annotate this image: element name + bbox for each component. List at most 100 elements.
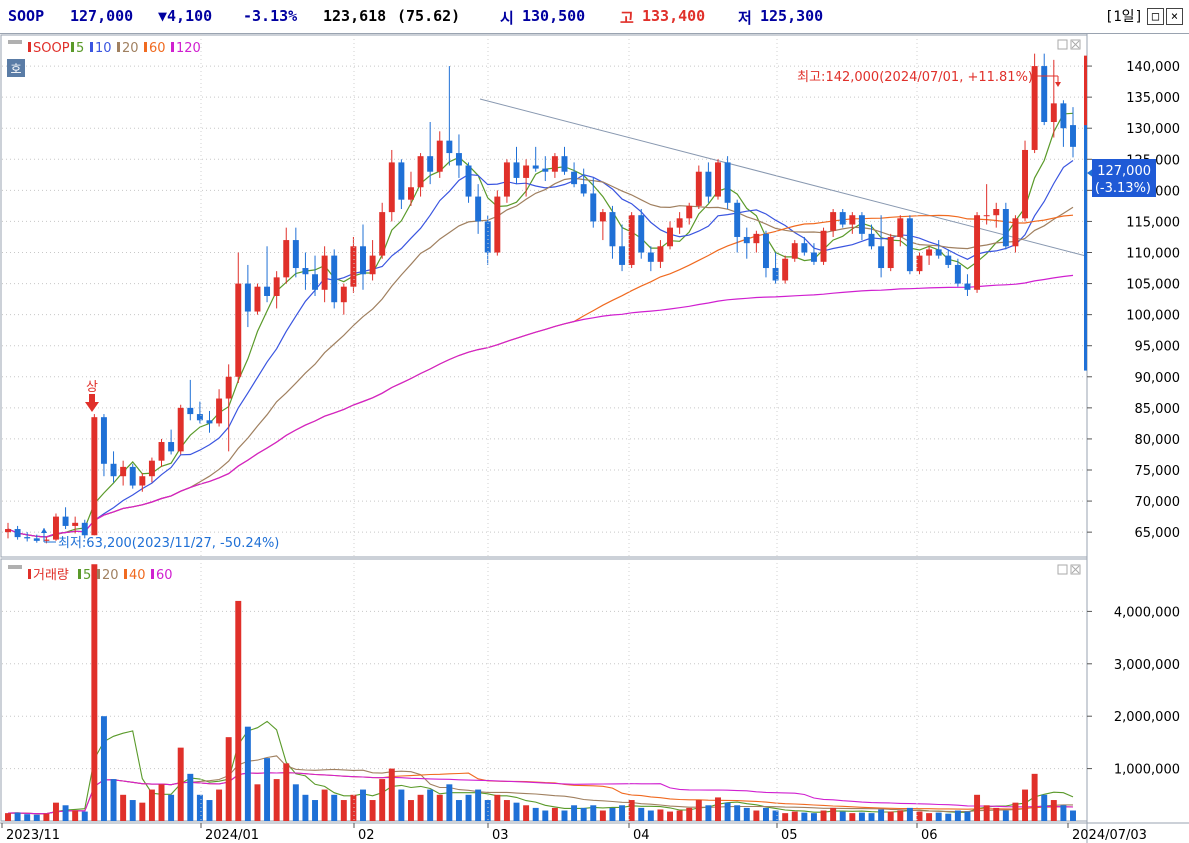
candle-body xyxy=(897,218,904,237)
volume-bar xyxy=(657,809,664,821)
volume-bar xyxy=(196,794,203,821)
volume-bar xyxy=(331,794,338,821)
candle-body xyxy=(782,258,789,281)
price-tick-label: 130,000 xyxy=(1126,122,1180,137)
volume-bar xyxy=(772,810,779,821)
candle-body xyxy=(801,243,808,253)
candle-body xyxy=(465,165,472,197)
volume-bar xyxy=(1070,810,1076,821)
open-price: 130,500 xyxy=(522,7,586,25)
volume-bar xyxy=(810,813,817,821)
volume-bar xyxy=(72,810,79,821)
volume-bar xyxy=(5,813,11,821)
close-icon[interactable]: × xyxy=(1166,7,1183,25)
volume-bar xyxy=(302,794,309,821)
candle-body xyxy=(551,156,558,172)
current-price-tag-value: 127,000 xyxy=(1097,164,1151,179)
volume-bar xyxy=(81,811,88,821)
volume-panel-close-icon[interactable] xyxy=(1070,564,1081,575)
candle-body xyxy=(1022,149,1029,219)
volume-bar xyxy=(379,779,386,821)
candle-body xyxy=(791,243,798,259)
volume-panel-restore-icon[interactable] xyxy=(1057,564,1068,575)
high-label: 고 xyxy=(620,9,634,27)
low-price: 125,300 xyxy=(760,7,824,25)
volume-bar xyxy=(1050,800,1057,821)
candle-body xyxy=(1070,125,1076,147)
candle-body xyxy=(360,246,366,275)
volume-moving-averages xyxy=(7,720,1074,815)
candle-body xyxy=(839,212,846,225)
volume-bar xyxy=(52,802,59,821)
candle-body xyxy=(695,171,702,206)
candle-body xyxy=(139,476,146,486)
high-price: 133,400 xyxy=(642,7,706,25)
restore-icon[interactable]: □ xyxy=(1147,7,1164,25)
volume-ratio: (75.62) xyxy=(397,7,461,25)
candle-body xyxy=(43,539,50,541)
candle-body xyxy=(273,277,280,296)
high-annotation-arrow-icon xyxy=(1036,75,1061,87)
volume-bar xyxy=(1002,810,1009,821)
volume-bar xyxy=(139,802,146,821)
legend-swatch xyxy=(71,42,74,52)
candle-body xyxy=(590,193,597,222)
panel-restore-icon[interactable] xyxy=(1057,39,1068,50)
volume-bar xyxy=(916,811,923,821)
volume-bar xyxy=(878,809,885,821)
low-label: 저 xyxy=(738,9,752,27)
volume-bar xyxy=(561,810,568,821)
volume-bar xyxy=(91,564,98,821)
candle-body xyxy=(887,236,894,269)
volume-bar xyxy=(715,797,721,821)
price-tick-label: 115,000 xyxy=(1126,215,1180,230)
candle-body xyxy=(954,264,961,284)
volume-bar xyxy=(1022,789,1029,821)
volume-bar xyxy=(1041,794,1048,821)
volume-legend: 거래량 5 20 40 60 xyxy=(28,568,173,583)
candle-body xyxy=(321,255,328,290)
price-moving-averages xyxy=(7,112,1074,538)
candle-body xyxy=(158,442,165,461)
ma-120-line xyxy=(7,274,1074,538)
volume-bar xyxy=(974,794,981,821)
volume-bar xyxy=(148,789,155,821)
candle-body xyxy=(168,442,175,452)
date-label: 2024/07/03 xyxy=(1072,828,1147,843)
candle-body xyxy=(1041,66,1048,122)
volume-bar xyxy=(62,805,69,821)
volume-bar xyxy=(667,811,674,821)
legend-label: 60 xyxy=(156,568,173,583)
candle-body xyxy=(312,274,319,290)
panel-close-icon[interactable] xyxy=(1070,39,1081,50)
volume-bar xyxy=(14,812,21,821)
candle-body xyxy=(436,140,443,172)
volume-bar xyxy=(33,814,40,821)
volume-bar xyxy=(455,800,462,821)
legend-swatch xyxy=(97,569,100,579)
volume-bar xyxy=(782,813,789,821)
volume-bar xyxy=(225,737,232,821)
price-tick-label: 80,000 xyxy=(1135,433,1181,448)
volume-panel-handle-icon[interactable] xyxy=(8,565,22,569)
legend-label: 40 xyxy=(129,568,146,583)
period-selector[interactable]: [1일] xyxy=(1104,9,1143,25)
price-tick-label: 140,000 xyxy=(1126,60,1180,75)
volume-bar xyxy=(503,800,510,821)
volume-bar xyxy=(446,784,453,821)
candle-body xyxy=(24,537,31,539)
candle-body xyxy=(964,283,971,290)
candle-body xyxy=(187,407,194,415)
ho-button[interactable] xyxy=(7,59,25,77)
volume-bar xyxy=(532,807,539,821)
legend-label: 10 xyxy=(95,41,112,56)
candle-body xyxy=(676,218,683,228)
trading-volume: 123,618 xyxy=(323,7,387,25)
date-label: 2024/01 xyxy=(205,828,259,843)
volume-bar xyxy=(523,805,530,821)
high-annotation: 최고:142,000(2024/07/01, +11.81%) xyxy=(797,70,1033,85)
candle-body xyxy=(715,162,721,197)
volume-bar xyxy=(830,807,837,821)
candle-body xyxy=(628,215,635,265)
panel-handle-icon[interactable] xyxy=(8,40,22,44)
